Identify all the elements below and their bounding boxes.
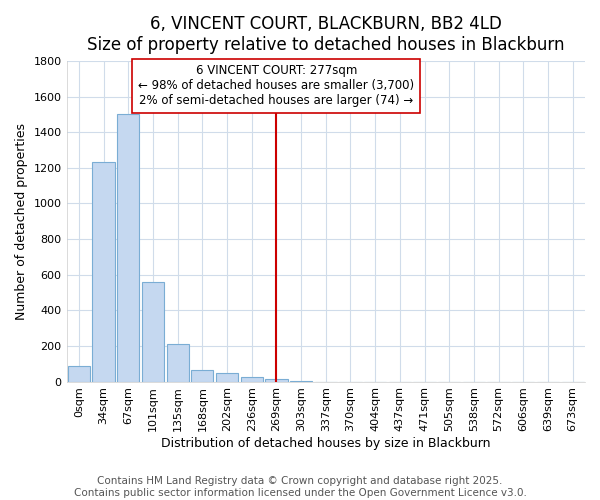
Bar bbox=[216, 372, 238, 382]
Bar bbox=[68, 366, 90, 382]
Title: 6, VINCENT COURT, BLACKBURN, BB2 4LD
Size of property relative to detached house: 6, VINCENT COURT, BLACKBURN, BB2 4LD Siz… bbox=[87, 15, 565, 54]
Text: 6 VINCENT COURT: 277sqm
← 98% of detached houses are smaller (3,700)
2% of semi-: 6 VINCENT COURT: 277sqm ← 98% of detache… bbox=[139, 64, 415, 108]
Text: Contains HM Land Registry data © Crown copyright and database right 2025.
Contai: Contains HM Land Registry data © Crown c… bbox=[74, 476, 526, 498]
Y-axis label: Number of detached properties: Number of detached properties bbox=[15, 122, 28, 320]
Bar bbox=[142, 282, 164, 382]
X-axis label: Distribution of detached houses by size in Blackburn: Distribution of detached houses by size … bbox=[161, 437, 491, 450]
Bar bbox=[191, 370, 214, 382]
Bar bbox=[92, 162, 115, 382]
Bar bbox=[290, 380, 312, 382]
Bar bbox=[167, 344, 189, 382]
Bar bbox=[265, 379, 287, 382]
Bar bbox=[117, 114, 139, 382]
Bar bbox=[241, 377, 263, 382]
